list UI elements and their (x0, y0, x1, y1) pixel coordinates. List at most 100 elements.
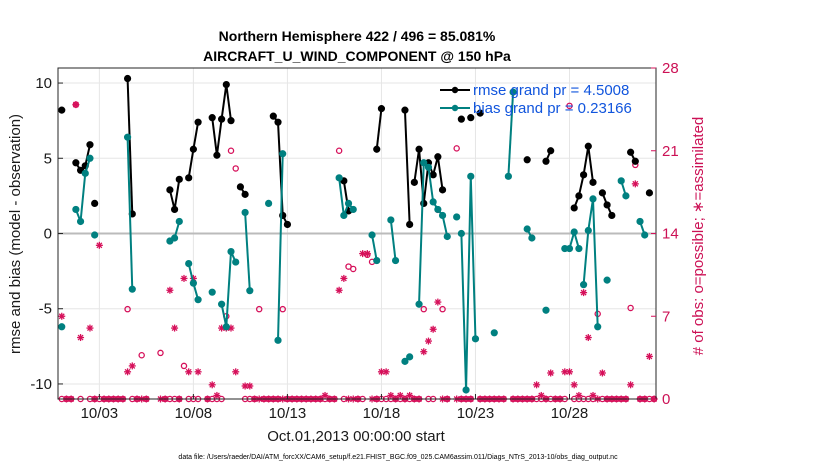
y-tick-label-left-1: -5 (39, 301, 52, 318)
bias-point-19-0 (504, 172, 512, 180)
rmse-point-6-2 (218, 115, 226, 123)
bias-point-22-3 (575, 244, 583, 253)
rmse-point-1-3 (86, 141, 94, 149)
obs-possible-point-72 (420, 305, 428, 313)
rmse-point-4-2 (175, 175, 183, 183)
bias-point-12-0 (368, 231, 376, 239)
y-tick-label-left-4: 10 (35, 75, 52, 92)
bias-point-26-1 (641, 231, 649, 239)
chart-subtitle: AIRCRAFT_U_WIND_COMPONENT @ 150 hPa (203, 48, 511, 64)
y-tick-label-right-4: 28 (662, 60, 679, 77)
rmse-point-19-0 (598, 189, 607, 197)
rmse-point-14-0 (467, 114, 475, 122)
obs-possible-point-13 (124, 305, 131, 313)
bias-point-11-2 (344, 199, 353, 208)
obs-assimilated-point-35 (246, 382, 254, 390)
rmse-point-4-0 (166, 186, 174, 194)
bias-point-25-0 (617, 177, 625, 185)
legend-rmse-label: rmse grand pr = 4.5008 (473, 82, 629, 99)
bias-line-segment-23 (582, 198, 599, 327)
bias-point-17-2 (467, 172, 475, 180)
obs-possible-point-76 (439, 305, 446, 313)
bias-point-3-0 (123, 133, 132, 141)
obs-assimilated-point-4 (77, 334, 85, 342)
obs-possible-point-23 (180, 362, 188, 370)
y-tick-label-right-3: 21 (662, 143, 679, 160)
rmse-point-18-1 (575, 192, 583, 200)
bias-point-4-1 (170, 234, 179, 242)
x-axis-label: Oct.01,2013 00:00:00 start (267, 428, 445, 445)
rmse-point-12-6 (438, 186, 447, 194)
bias-point-5-1 (189, 279, 197, 287)
obs-assimilated-point-101 (570, 381, 578, 389)
bias-point-17-1 (462, 386, 470, 394)
chart-title: Northern Hemisphere 422 / 496 = 85.081% (219, 28, 496, 44)
y-tick-label-left-3: 5 (44, 150, 52, 167)
y-tick-label-left-0: -10 (30, 376, 52, 393)
rmse-point-12-1 (415, 145, 423, 153)
rmse-point-17-0 (542, 157, 550, 165)
obs-assimilated-point-20 (166, 286, 174, 294)
obs-assimilated-point-3 (72, 101, 80, 109)
rmse-point-3-0 (123, 74, 132, 83)
bias-point-7-3 (232, 258, 240, 266)
obs-assimilated-point-72 (420, 348, 428, 356)
obs-assimilated-point-73 (424, 337, 432, 345)
bias-point-6-0 (208, 288, 216, 296)
obs-assimilated-point-100 (565, 368, 573, 376)
obs-possible-point-100 (566, 102, 573, 110)
bias-point-21-0 (542, 306, 550, 314)
rmse-point-19-2 (608, 211, 616, 220)
bias-point-7-0 (218, 300, 226, 308)
obs-assimilated-point-54 (335, 286, 343, 294)
bias-line-segment-13 (389, 219, 397, 261)
obs-possible-point-57 (349, 265, 357, 273)
x-tick-label-3: 10/18 (363, 405, 401, 422)
bias-point-12-1 (373, 256, 381, 265)
bias-point-10-0 (274, 336, 282, 344)
obs-assimilated-point-117 (645, 352, 653, 360)
rmse-point-16-0 (523, 156, 531, 164)
bias-point-7-2 (227, 247, 235, 256)
bias-line-segment-10 (277, 153, 284, 341)
bias-point-1-3 (86, 154, 94, 162)
obs-assimilated-point-21 (171, 324, 179, 332)
x-tick-label-4: 10/23 (457, 405, 495, 422)
bias-point-15-1 (420, 159, 428, 167)
bias-point-15-4 (434, 205, 442, 214)
rmse-point-18-2 (580, 171, 588, 179)
obs-assimilated-point-33 (232, 368, 240, 376)
rmse-point-5-2 (194, 118, 202, 126)
rmse-point-1-0 (72, 159, 80, 167)
obs-assimilated-point-65 (387, 391, 395, 399)
rmse-point-12-4 (429, 171, 437, 179)
obs-assimilated-point-24 (185, 368, 193, 376)
obs-assimilated-point-94 (537, 391, 545, 399)
obs-assimilated-point-69 (406, 391, 414, 399)
bias-point-1-2 (81, 169, 89, 177)
rmse-line-segment-11 (403, 110, 411, 225)
rmse-point-11-1 (406, 220, 414, 229)
y-tick-label-right-0: 0 (662, 391, 670, 408)
bias-point-19-1 (509, 88, 517, 96)
bias-point-15-0 (415, 300, 423, 308)
bias-point-22-2 (570, 228, 578, 236)
rmse-point-20-1 (631, 157, 639, 165)
x-tick-label-0: 10/03 (81, 405, 119, 422)
rmse-point-6-1 (213, 151, 221, 159)
bias-point-15-5 (438, 211, 447, 220)
bias-point-20-0 (523, 225, 531, 233)
obs-possible-point-37 (255, 305, 263, 313)
y-axis-label-right: # of obs: o=possible; ∗=assimilated (690, 117, 707, 356)
obs-assimilated-point-59 (359, 250, 367, 258)
legend-bias-marker (451, 104, 459, 112)
bias-point-8-0 (241, 208, 249, 217)
obs-possible-point-42 (279, 305, 286, 313)
rmse-line-segment-8 (272, 115, 289, 225)
rmse-point-8-1 (274, 118, 282, 126)
bias-point-13-0 (387, 216, 395, 224)
bias-point-5-0 (185, 259, 193, 268)
plot-area: 10/03 10/08 10/13 10/18 10/23 10/28 -10 -5 0 5 10 0… (30, 60, 678, 422)
obs-assimilated-point-102 (575, 391, 583, 399)
obs-assimilated-point-28 (208, 381, 216, 389)
